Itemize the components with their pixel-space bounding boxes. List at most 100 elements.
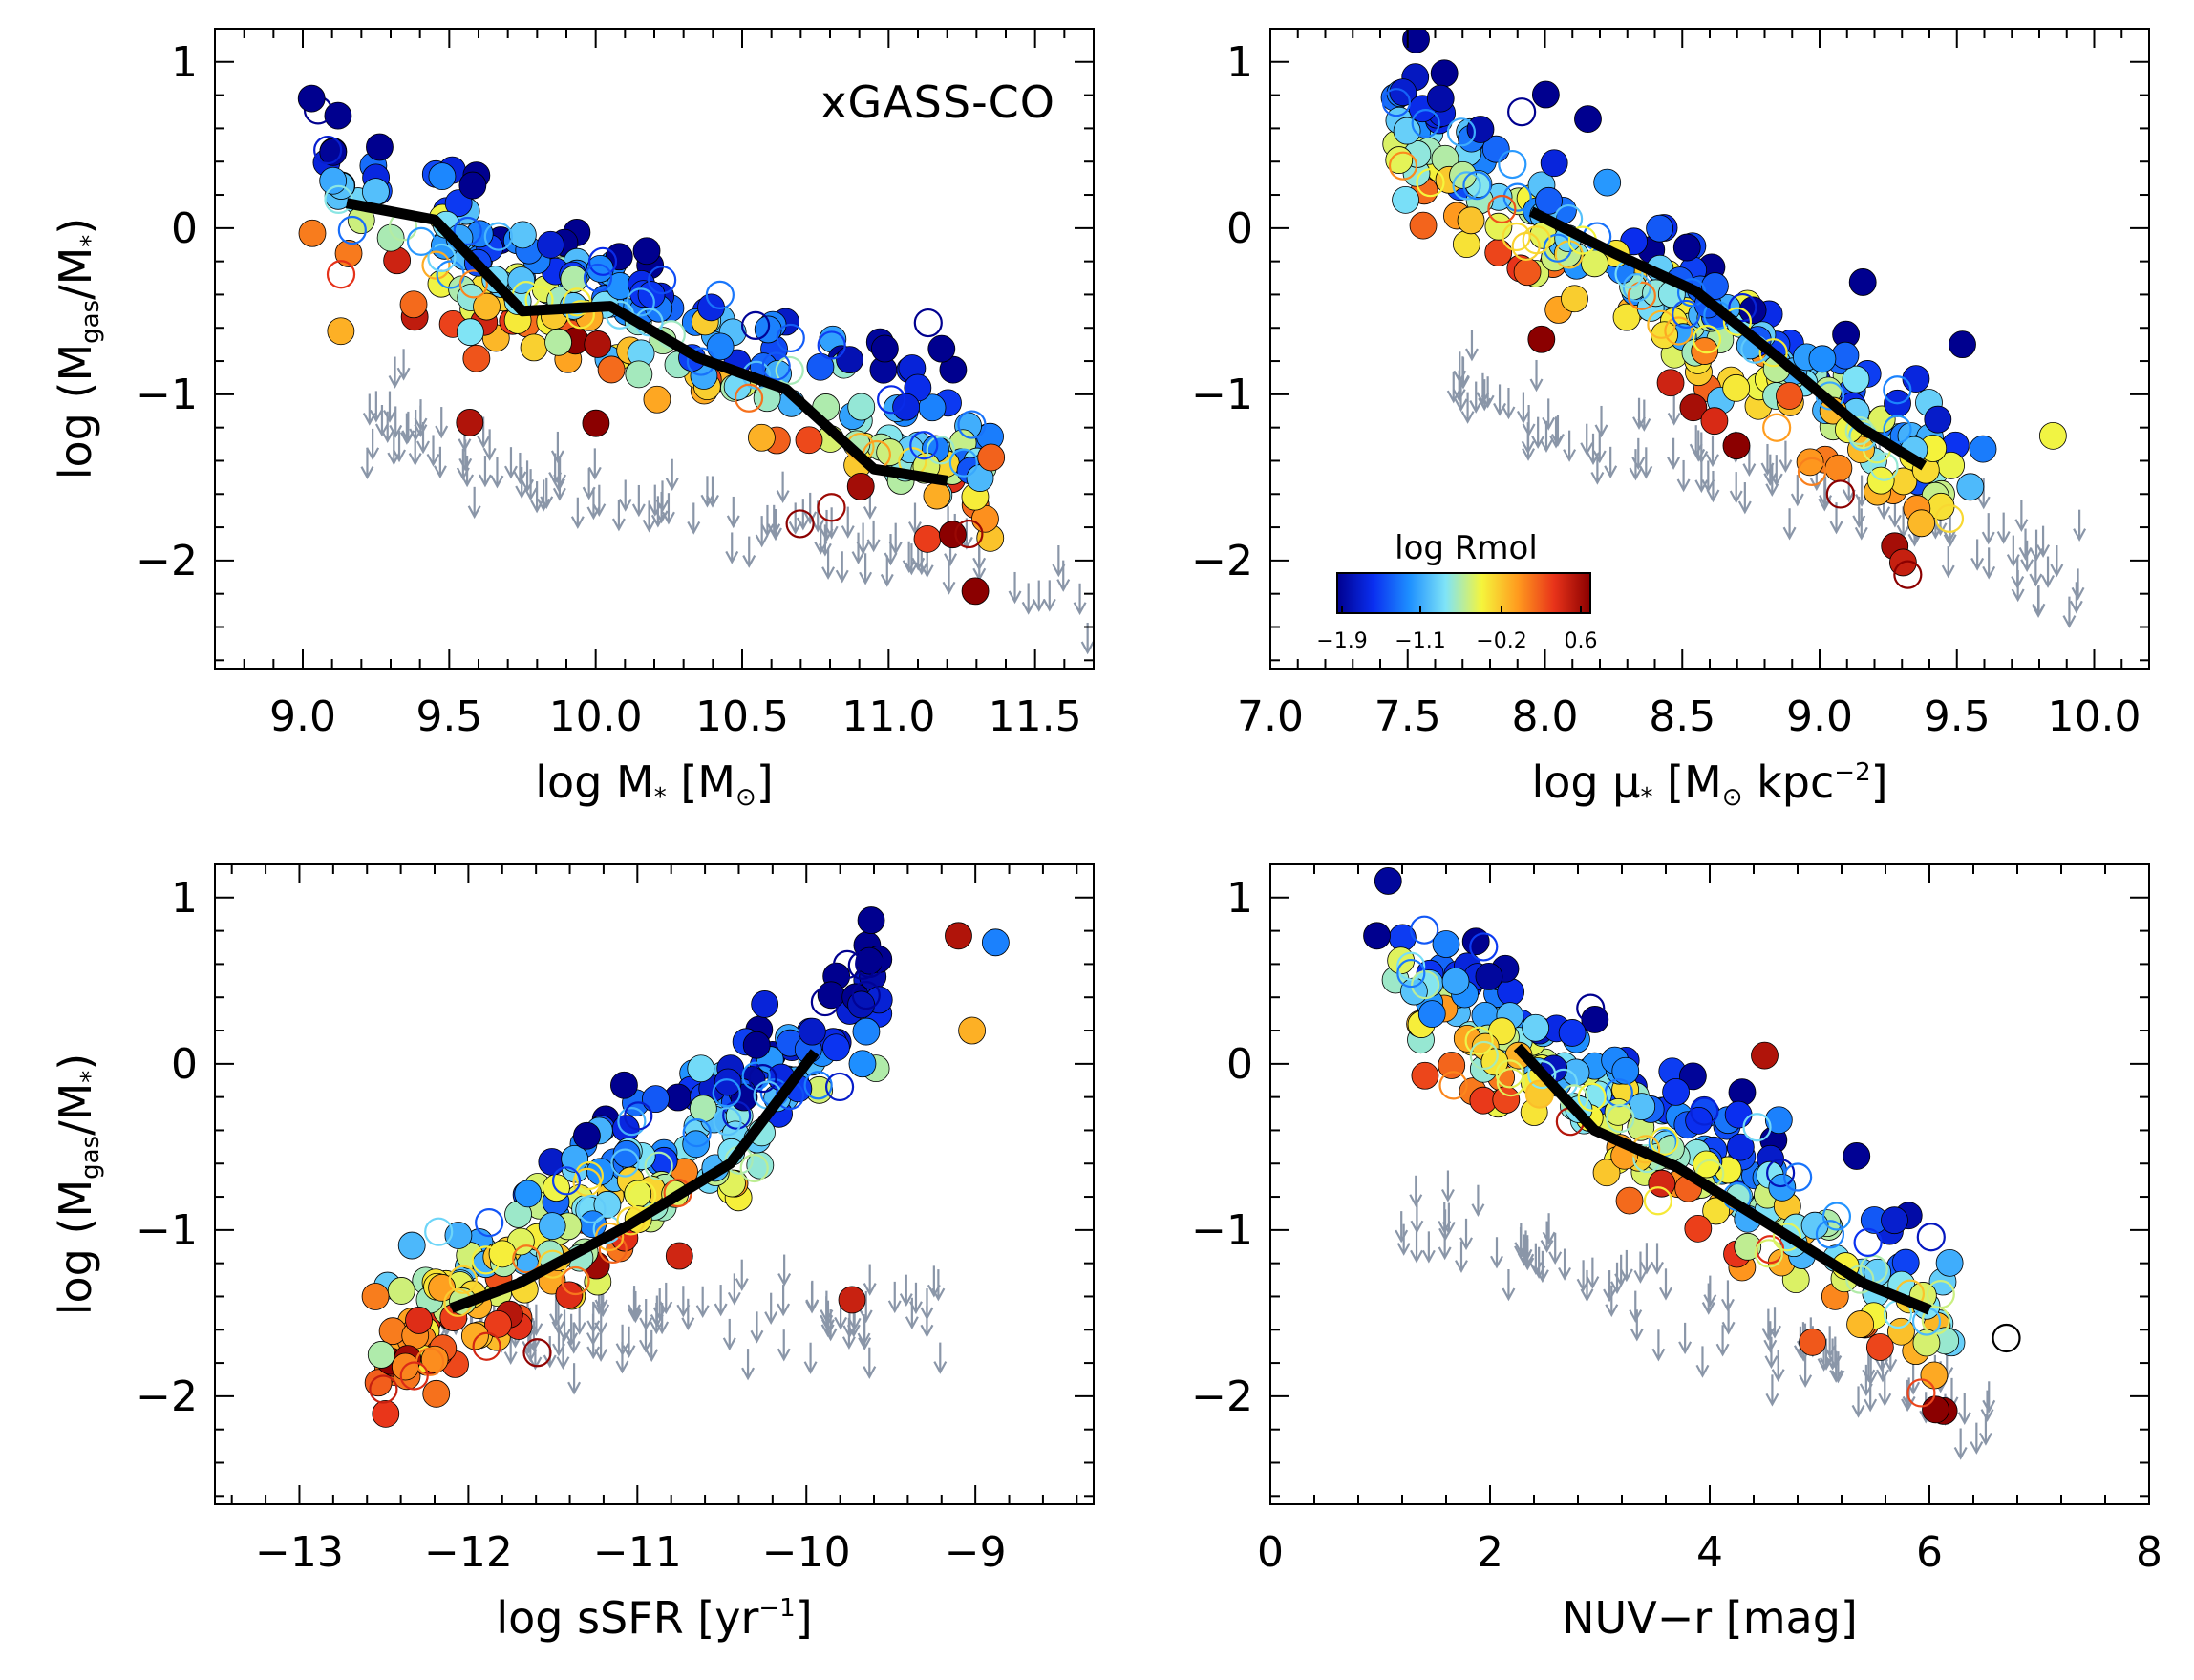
detection-point	[1734, 1232, 1762, 1261]
upper-limit-arrow-head	[1502, 1287, 1516, 1302]
detection-point	[1457, 206, 1485, 235]
upper-limit-arrow-head	[1996, 531, 2011, 544]
detection-point	[456, 409, 484, 436]
detection-point	[484, 1309, 512, 1338]
upper-limit-arrow	[1603, 1270, 1617, 1303]
upper-limit-arrow-head	[1056, 579, 1071, 592]
detection-point	[1615, 1186, 1644, 1215]
upper-limit-arrow-head	[435, 425, 449, 439]
upper-limit-arrow-head	[1953, 1446, 1968, 1460]
colorbar-title: log Rmol	[1395, 529, 1538, 567]
upper-limit-arrow-head	[1878, 1393, 1892, 1407]
tentative-point	[1797, 457, 1827, 486]
y-tick-label: −2	[136, 1372, 198, 1421]
tentative-point	[1690, 1096, 1719, 1126]
upper-limit-arrow	[942, 563, 956, 595]
upper-limit-arrow	[820, 509, 834, 542]
detection-point	[367, 1341, 395, 1369]
upper-limit-arrow-head	[1409, 1194, 1423, 1208]
upper-limit-arrow	[1790, 475, 1804, 507]
detection-point	[1409, 211, 1438, 240]
upper-limit-arrow-head	[2011, 588, 2025, 603]
tentative-point	[1446, 117, 1477, 147]
tentative-point	[565, 300, 595, 330]
upper-limit-arrow-head	[592, 503, 607, 518]
upper-limit-arrow	[631, 484, 646, 518]
upper-limit-arrow-head	[1941, 564, 1955, 579]
upper-limit-arrow-head	[388, 375, 402, 389]
tentative-point	[337, 215, 367, 245]
upper-limit-arrow	[927, 1265, 941, 1298]
upper-limit-arrow-head	[550, 450, 564, 464]
upper-limit-arrow	[2018, 528, 2033, 561]
detection-point	[1363, 922, 1391, 950]
upper-limit-arrow-head	[642, 519, 656, 533]
upper-limit-arrow-head	[648, 503, 662, 517]
detection-point	[939, 355, 968, 384]
upper-limit-arrow-head	[866, 539, 881, 553]
tentative-point	[453, 216, 482, 246]
upper-limit-arrow-head	[1877, 506, 1891, 521]
detection-point	[836, 346, 863, 374]
upper-limit-arrow-head	[920, 1324, 934, 1338]
detection-point	[642, 1085, 670, 1114]
upper-limit-arrow-head	[2006, 554, 2020, 567]
detection-point	[1935, 1248, 1964, 1277]
tentative-point	[1821, 1202, 1852, 1231]
detection-point	[420, 1345, 449, 1373]
upper-limit-arrow	[1782, 508, 1797, 541]
upper-limit-arrow	[1521, 1235, 1535, 1267]
upper-limit-arrow-head	[503, 1351, 518, 1365]
upper-limit-arrow-head	[2050, 564, 2064, 578]
upper-limit-arrow-head	[1630, 1328, 1644, 1342]
detection-point	[1374, 867, 1402, 895]
upper-limit-arrow	[1970, 1422, 1984, 1455]
upper-limit-arrow-head	[1469, 400, 1483, 414]
upper-limit-arrow	[1980, 1390, 1994, 1422]
upper-limit-arrow	[587, 448, 602, 480]
upper-limit-arrow-head	[2032, 603, 2046, 617]
tentative-point	[626, 287, 655, 317]
upper-limit-arrow-head	[1862, 1369, 1876, 1383]
x-tick-label: 4	[1696, 1528, 1723, 1577]
upper-limit-arrow-head	[727, 1291, 741, 1306]
upper-limit-arrow-head	[654, 510, 669, 524]
upper-limit-arrow	[1771, 1350, 1785, 1382]
tentative-point	[472, 1331, 501, 1361]
detection-point	[961, 577, 990, 606]
detection-point	[327, 317, 355, 346]
x-tick-label: 2	[1477, 1528, 1503, 1577]
upper-limit-arrow-head	[594, 1349, 608, 1362]
detection-point	[544, 328, 572, 356]
detection-point	[1920, 1361, 1949, 1390]
upper-limit-arrow-head	[1694, 479, 1709, 494]
upper-limit-arrow-head	[1580, 442, 1594, 457]
tentative-point	[1381, 88, 1412, 117]
y-tick-label: −1	[136, 371, 198, 419]
detection-point	[1417, 1000, 1446, 1029]
detection-point	[1656, 369, 1685, 397]
upper-limit-arrow	[742, 536, 756, 568]
detection-point	[625, 360, 653, 389]
upper-limit-arrow-head	[834, 1316, 848, 1330]
upper-limit-arrow-head	[665, 478, 679, 492]
upper-limit-arrow	[1768, 1307, 1781, 1339]
tentative-point	[775, 355, 804, 386]
tentative-point	[610, 1148, 640, 1178]
upper-limit-arrow-head	[1907, 533, 1922, 547]
panel-density: 7.0 7.5 8.0 8.5 9.0 9.5 10.0 1 0 −1 −2 log μ* [M⊙ k…	[1191, 28, 2150, 812]
upper-limit-arrow-head	[821, 566, 836, 581]
detection-point	[361, 1283, 390, 1310]
detection-point	[362, 178, 390, 206]
tentative-point	[705, 280, 735, 309]
median-line	[449, 1049, 820, 1313]
upper-limit-arrow-head	[1438, 1246, 1452, 1261]
tentative-point	[1992, 1323, 2021, 1353]
upper-limit-arrow-head	[863, 1366, 877, 1379]
detection-point	[610, 1071, 638, 1099]
upper-limit-arrow-head	[1605, 1304, 1619, 1318]
upper-limit-arrow-head	[650, 1321, 664, 1335]
upper-limit-arrow	[1409, 1175, 1423, 1208]
tentative-point	[1452, 171, 1481, 201]
colorbar-ticks: −1.9 −1.1 −0.2 0.6	[1316, 606, 1598, 653]
